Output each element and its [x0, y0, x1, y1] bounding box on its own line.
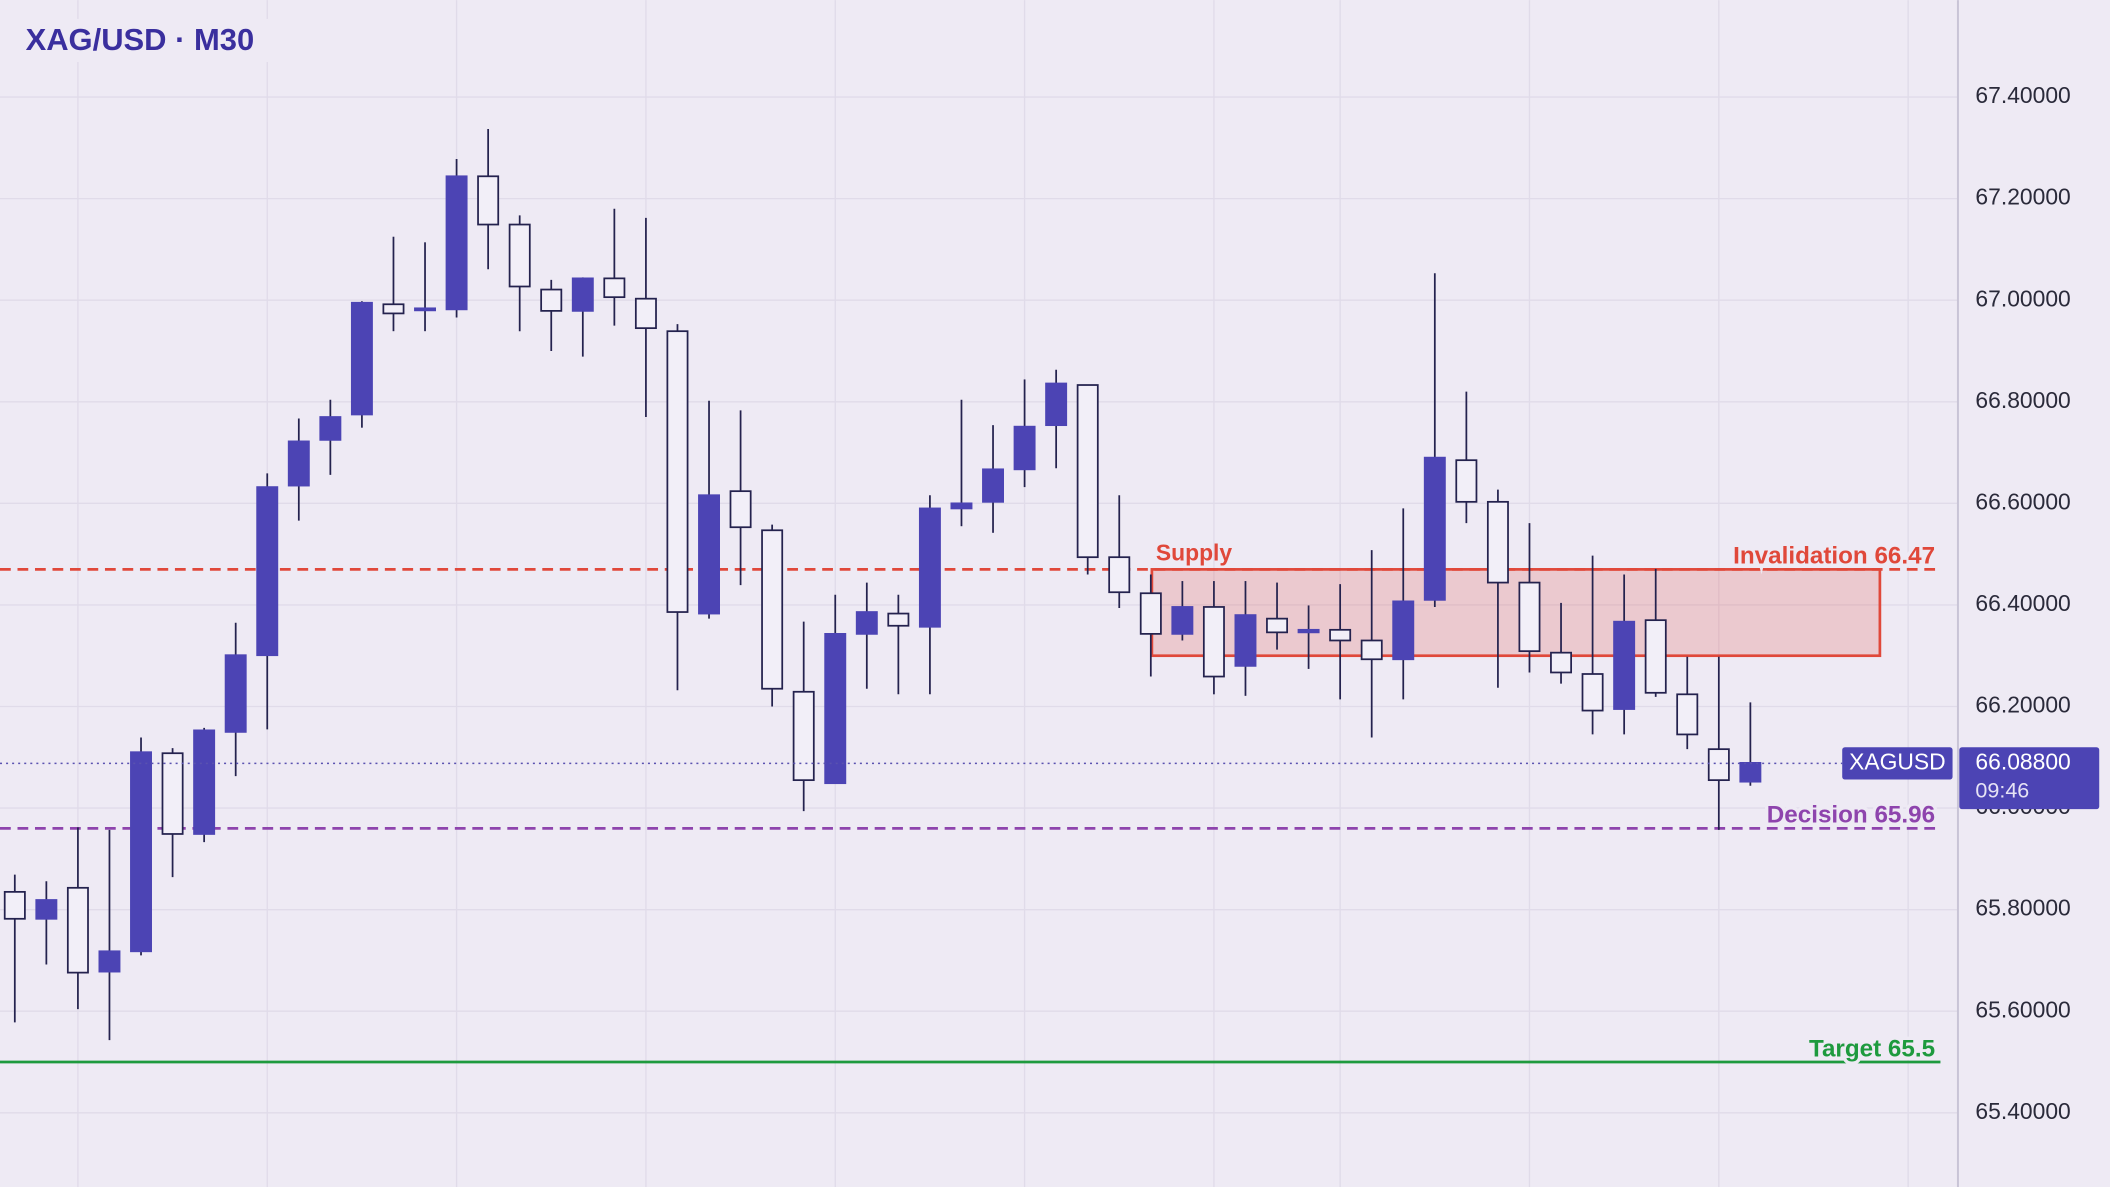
candle-body [698, 494, 720, 615]
candle-body [634, 297, 657, 330]
candle-body [1234, 614, 1257, 667]
candle-body [824, 633, 847, 785]
candle-body [1266, 617, 1289, 634]
y-tick-label: 66.80000 [1975, 387, 2070, 413]
candle-body [1013, 425, 1036, 471]
price-tag-value: 66.08800 [1975, 748, 2070, 774]
candle-body [3, 890, 26, 920]
candle-body [193, 729, 216, 835]
candle-body [1676, 693, 1699, 736]
symbol-tag [1842, 747, 1953, 780]
candle-body [98, 950, 121, 973]
candle-body [477, 175, 500, 226]
y-tick-label: 66.20000 [1975, 692, 2070, 718]
candle-body [729, 490, 752, 529]
level-label: Target 65.5 [1809, 1035, 1935, 1062]
plot: 65.4000065.6000065.8000066.0000066.20000… [0, 82, 2100, 1124]
candle-body [1139, 592, 1162, 635]
candle-body [918, 507, 941, 628]
candle-body [1076, 384, 1099, 559]
candle-body [1707, 748, 1730, 782]
chart-title: XAG/USD · M30 [26, 22, 255, 57]
y-tick-label: 65.80000 [1975, 895, 2070, 921]
level-label: Invalidation 66.47 [1733, 543, 1935, 570]
candle-body [792, 690, 815, 782]
candle-body [224, 654, 247, 733]
candle-body [508, 223, 531, 288]
candle-body [161, 752, 184, 835]
candle-body [1392, 600, 1415, 661]
candle-body [571, 277, 594, 312]
candle-body [256, 486, 279, 657]
zone-label: Supply [1156, 540, 1232, 566]
candle-body [887, 612, 910, 627]
candle-body [414, 307, 436, 312]
candle-body [130, 751, 152, 953]
candle-body [1423, 456, 1446, 601]
candle-body [382, 303, 405, 315]
candle-body [1455, 459, 1478, 503]
candle-body [1550, 651, 1573, 674]
level-label: Decision 65.96 [1767, 802, 1935, 829]
candle-body [66, 886, 89, 974]
candle-body [666, 330, 689, 613]
candle-body [1297, 628, 1320, 634]
candle-body [445, 175, 468, 311]
y-tick-label: 66.40000 [1975, 590, 2070, 616]
y-tick-label: 65.40000 [1975, 1098, 2070, 1124]
y-tick-label: 67.20000 [1975, 184, 2070, 210]
symbol-tag-text: XAGUSD [1849, 748, 1946, 774]
candle-body [1171, 606, 1194, 635]
title-bg [16, 18, 280, 62]
supply-zone [1150, 568, 1882, 658]
price-tag-countdown: 09:46 [1975, 778, 2029, 802]
candle-body [287, 440, 310, 487]
candle-body [761, 529, 784, 690]
candle-body [855, 611, 878, 635]
y-tick-label: 66.60000 [1975, 488, 2070, 514]
candle-body [1108, 556, 1131, 594]
y-tick-label: 67.00000 [1975, 285, 2070, 311]
candle-body [1329, 628, 1352, 642]
candle-body [1202, 606, 1225, 678]
y-tick-label: 65.60000 [1975, 996, 2070, 1022]
candle-body [1360, 639, 1383, 661]
candle-body [950, 502, 973, 510]
candle-body [1486, 500, 1509, 584]
y-tick-label: 67.40000 [1975, 82, 2070, 108]
candle-body [35, 899, 58, 920]
candle-body [1518, 581, 1541, 653]
candle-body [982, 468, 1004, 503]
candle-body [319, 416, 342, 441]
candle-body [603, 277, 626, 299]
candle-body [1739, 761, 1762, 783]
candle-body [1613, 620, 1636, 710]
candle-body [1644, 619, 1667, 694]
candle-body [1045, 382, 1068, 427]
candle-body [540, 288, 563, 312]
price-tag [1959, 747, 2100, 810]
candle-body [1581, 673, 1604, 712]
candle-body [350, 301, 373, 416]
